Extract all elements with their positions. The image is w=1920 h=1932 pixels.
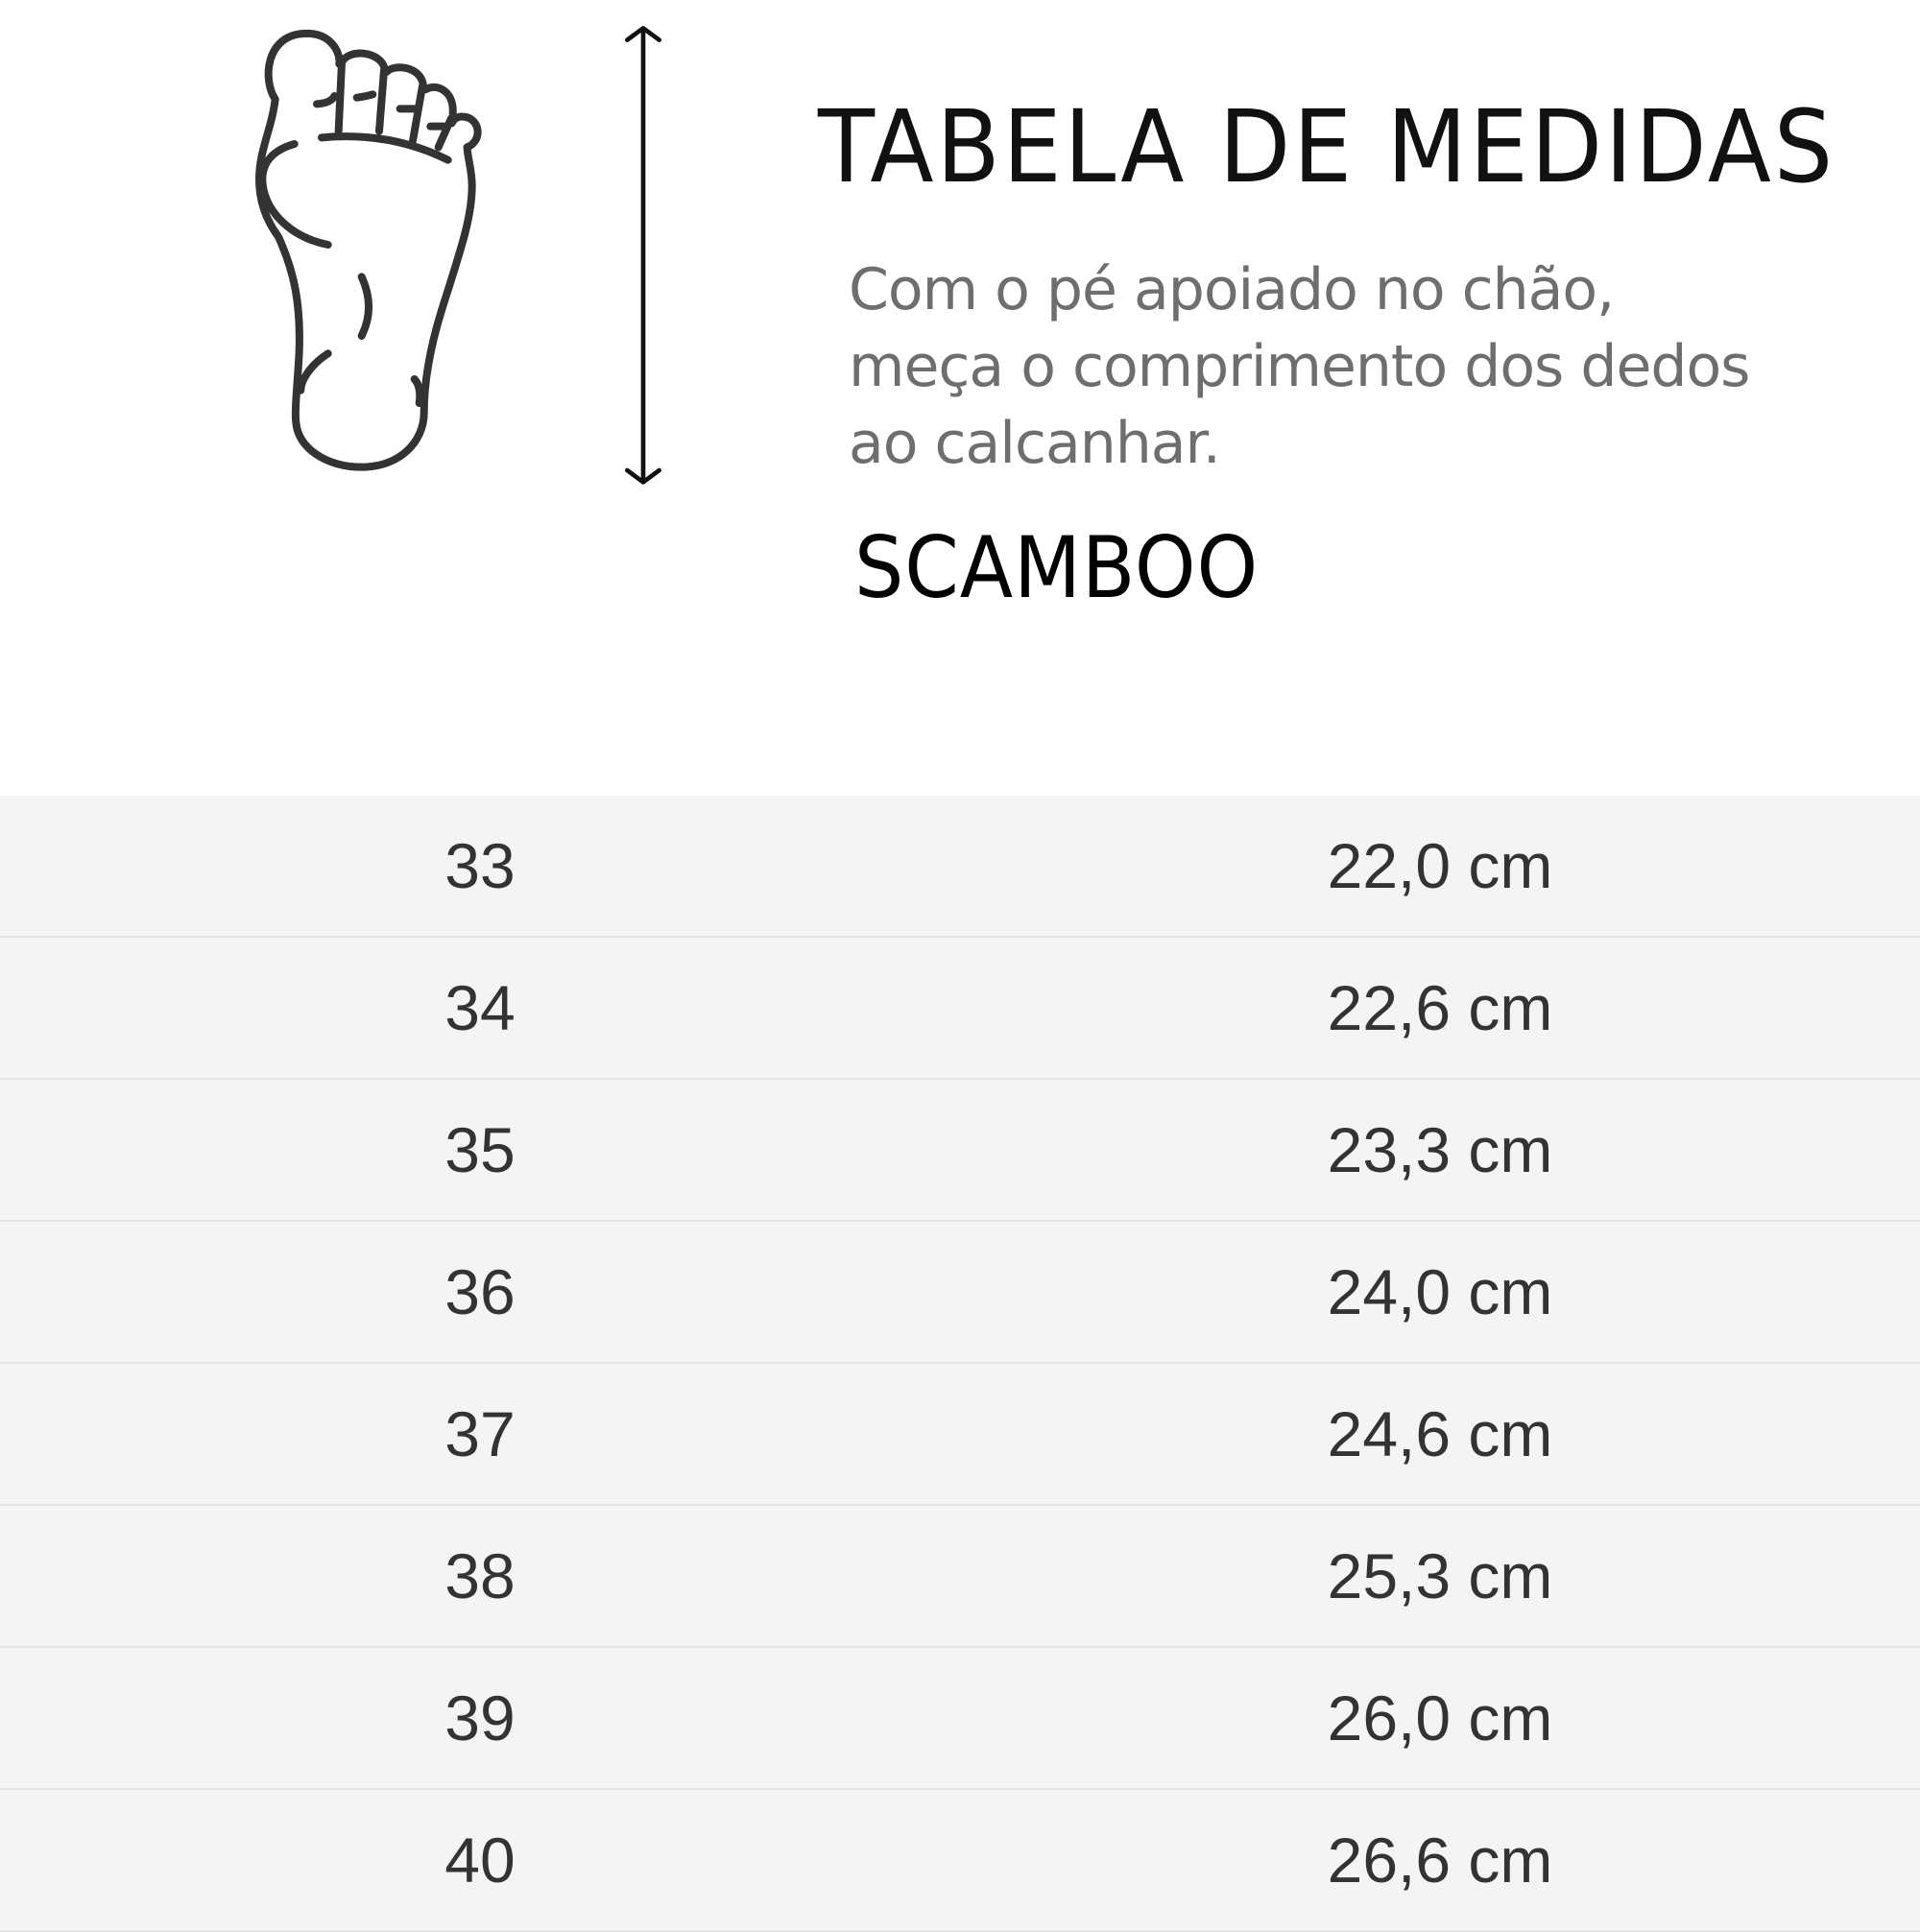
- length-cell: 24,0 cm: [1327, 1256, 1553, 1327]
- table-row: 40 26,6 cm: [0, 1790, 1920, 1932]
- brand-logo: SCAMBOO: [854, 518, 1260, 617]
- size-cell: 36: [444, 1256, 516, 1327]
- table-row: 39 26,0 cm: [0, 1648, 1920, 1790]
- instruction-line: meça o comprimento dos dedos: [849, 333, 1750, 400]
- instruction-line: ao calcanhar.: [849, 410, 1221, 477]
- length-cell: 22,6 cm: [1327, 972, 1553, 1043]
- table-row: 37 24,6 cm: [0, 1364, 1920, 1506]
- length-cell: 24,6 cm: [1327, 1398, 1553, 1469]
- double-arrow-icon: [624, 26, 661, 485]
- table-row: 35 23,3 cm: [0, 1080, 1920, 1222]
- instruction-line: Com o pé apoiado no chão,: [849, 256, 1615, 323]
- size-table: 33 22,0 cm 34 22,6 cm 35 23,3 cm 36 24,0 cm 37 24…: [0, 796, 1920, 1932]
- table-row: 34 22,6 cm: [0, 938, 1920, 1080]
- size-cell: 33: [444, 830, 516, 901]
- size-cell: 37: [444, 1398, 516, 1469]
- length-cell: 26,0 cm: [1327, 1682, 1553, 1753]
- length-cell: 22,0 cm: [1327, 830, 1553, 901]
- length-cell: 26,6 cm: [1327, 1825, 1553, 1896]
- foot-icon: [255, 26, 661, 485]
- table-row: 33 22,0 cm: [0, 796, 1920, 938]
- page-title: TABELA DE MEDIDAS: [818, 88, 1836, 205]
- length-cell: 23,3 cm: [1327, 1114, 1553, 1185]
- table-row: 36 24,0 cm: [0, 1222, 1920, 1364]
- size-cell: 34: [444, 972, 516, 1043]
- size-cell: 38: [444, 1540, 516, 1611]
- size-cell: 39: [444, 1682, 516, 1753]
- instructions: Com o pé apoiado no chão, meça o comprim…: [849, 251, 1809, 482]
- table-row: 38 25,3 cm: [0, 1506, 1920, 1648]
- size-cell: 40: [444, 1825, 516, 1896]
- length-cell: 25,3 cm: [1327, 1540, 1553, 1611]
- size-cell: 35: [444, 1114, 516, 1185]
